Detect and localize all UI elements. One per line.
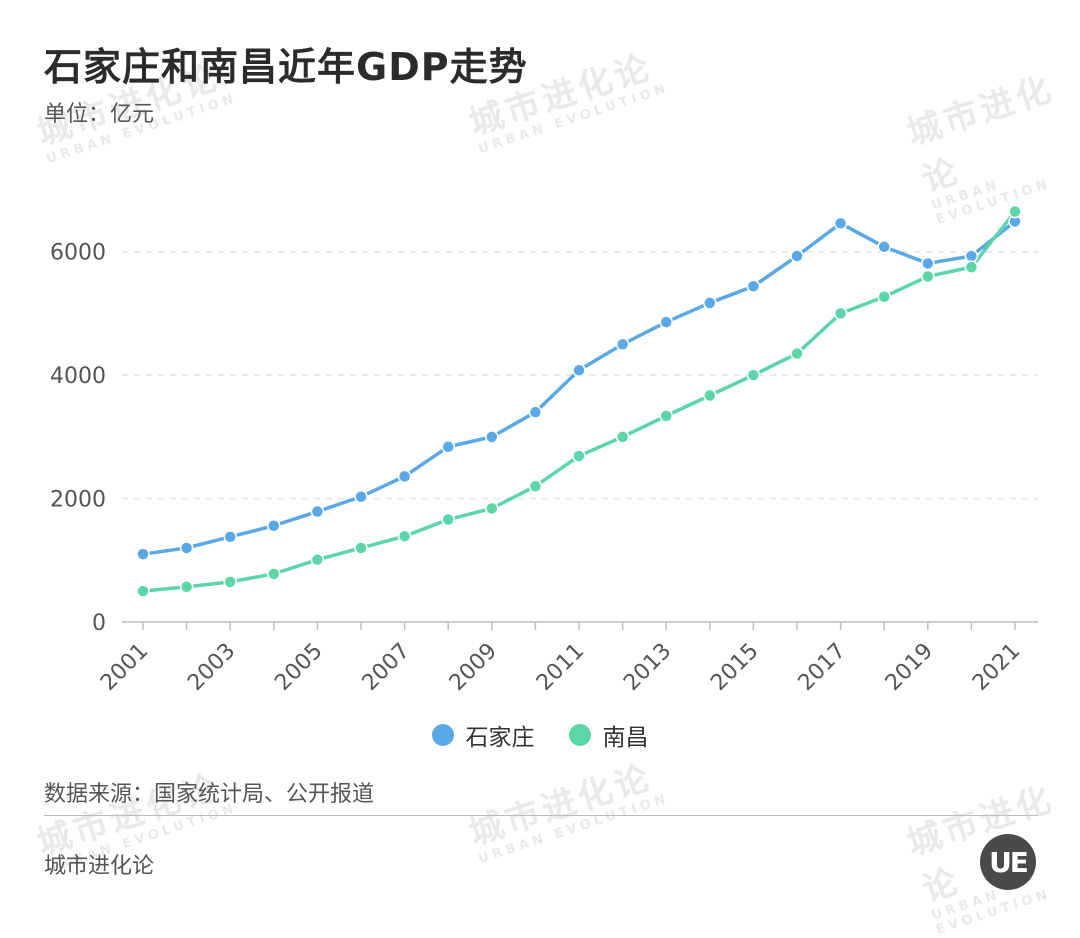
- x-tick-label: 2017: [794, 639, 851, 696]
- data-point-shijiazhuang: [877, 240, 891, 254]
- legend-dot-nanchang: [568, 724, 591, 746]
- data-point-nanchang: [223, 575, 237, 589]
- data-point-shijiazhuang: [310, 504, 325, 519]
- footer-divider: [44, 815, 1038, 816]
- x-tick-label: 2007: [358, 639, 415, 696]
- data-point-nanchang: [136, 584, 150, 598]
- data-point-shijiazhuang: [223, 530, 237, 544]
- data-point-shijiazhuang: [397, 469, 412, 484]
- y-tick-label: 4000: [50, 364, 106, 389]
- data-point-shijiazhuang: [441, 439, 455, 454]
- data-point-shijiazhuang: [528, 405, 543, 419]
- data-point-shijiazhuang: [921, 256, 935, 271]
- y-tick-label: 6000: [50, 241, 106, 266]
- series-layer: [136, 204, 1022, 598]
- data-point-shijiazhuang: [703, 296, 717, 310]
- legend-label: 南昌: [602, 725, 649, 751]
- x-tick-label: 2013: [619, 639, 676, 696]
- data-point-shijiazhuang: [267, 518, 281, 533]
- y-tick-label: 0: [92, 611, 106, 636]
- data-point-nanchang: [703, 388, 717, 403]
- data-point-nanchang: [877, 290, 891, 304]
- data-point-shijiazhuang: [790, 249, 804, 263]
- data-point-shijiazhuang: [615, 337, 630, 352]
- data-point-shijiazhuang: [833, 216, 848, 231]
- chart-title: 石家庄和南昌近年GDP走势: [44, 45, 528, 89]
- legend-item-shijiazhuang[interactable]: 石家庄: [431, 718, 535, 752]
- data-point-nanchang: [833, 306, 848, 321]
- legend-item-nanchang[interactable]: 南昌: [568, 718, 649, 752]
- data-point-nanchang: [354, 541, 368, 555]
- axis-layer: 0 2000 4000 6000 2001 2003 2005 2007 2009 2011 201…: [50, 241, 1038, 696]
- data-point-nanchang: [964, 260, 979, 274]
- series-line-nanchang: [141, 209, 1017, 593]
- x-tick-label: 2019: [881, 639, 938, 696]
- data-point-nanchang: [572, 449, 586, 463]
- data-point-shijiazhuang: [485, 430, 499, 444]
- x-tick-label: 2015: [706, 639, 763, 696]
- data-point-nanchang: [441, 512, 455, 527]
- data-point-nanchang: [397, 529, 412, 543]
- x-tick-label: 2001: [96, 639, 153, 696]
- legend-dot-shijiazhuang: [431, 724, 454, 746]
- data-point-nanchang: [1008, 204, 1022, 219]
- data-point-shijiazhuang: [659, 315, 673, 329]
- data-point-nanchang: [746, 368, 761, 382]
- data-point-shijiazhuang: [136, 547, 150, 561]
- data-point-nanchang: [485, 501, 499, 516]
- legend-label: 石家庄: [465, 725, 535, 751]
- x-tick-label: 2011: [532, 639, 589, 696]
- data-point-nanchang: [310, 552, 325, 567]
- brand-logo: UE: [980, 834, 1036, 890]
- data-point-nanchang: [528, 479, 543, 493]
- x-tick-label: 2009: [445, 639, 502, 696]
- data-source: 数据来源：国家统计局、公开报道: [44, 782, 375, 807]
- logo-text: UE: [989, 845, 1029, 879]
- data-point-shijiazhuang: [964, 249, 979, 263]
- data-point-nanchang: [615, 430, 630, 444]
- x-tick-label: 2005: [270, 639, 327, 696]
- data-point-shijiazhuang: [179, 541, 194, 555]
- legend: 石家庄 南昌: [0, 718, 1080, 752]
- x-tick-label: 2003: [183, 639, 240, 696]
- brand-name: 城市进化论: [44, 854, 155, 879]
- series-line-shijiazhuang: [141, 219, 1017, 556]
- data-point-nanchang: [267, 567, 281, 581]
- data-point-shijiazhuang: [354, 489, 368, 504]
- data-point-shijiazhuang: [572, 363, 586, 377]
- line-chart: 0 2000 4000 6000 2001 2003 2005 2007 2009 2011 201…: [50, 204, 1038, 696]
- data-point-nanchang: [921, 269, 935, 284]
- data-point-nanchang: [179, 580, 194, 594]
- unit-label: 单位：亿元: [44, 102, 155, 127]
- data-point-shijiazhuang: [746, 279, 761, 294]
- x-tick-label: 2021: [968, 639, 1025, 696]
- y-tick-label: 2000: [50, 488, 106, 513]
- data-point-nanchang: [790, 346, 804, 361]
- data-point-nanchang: [659, 409, 673, 423]
